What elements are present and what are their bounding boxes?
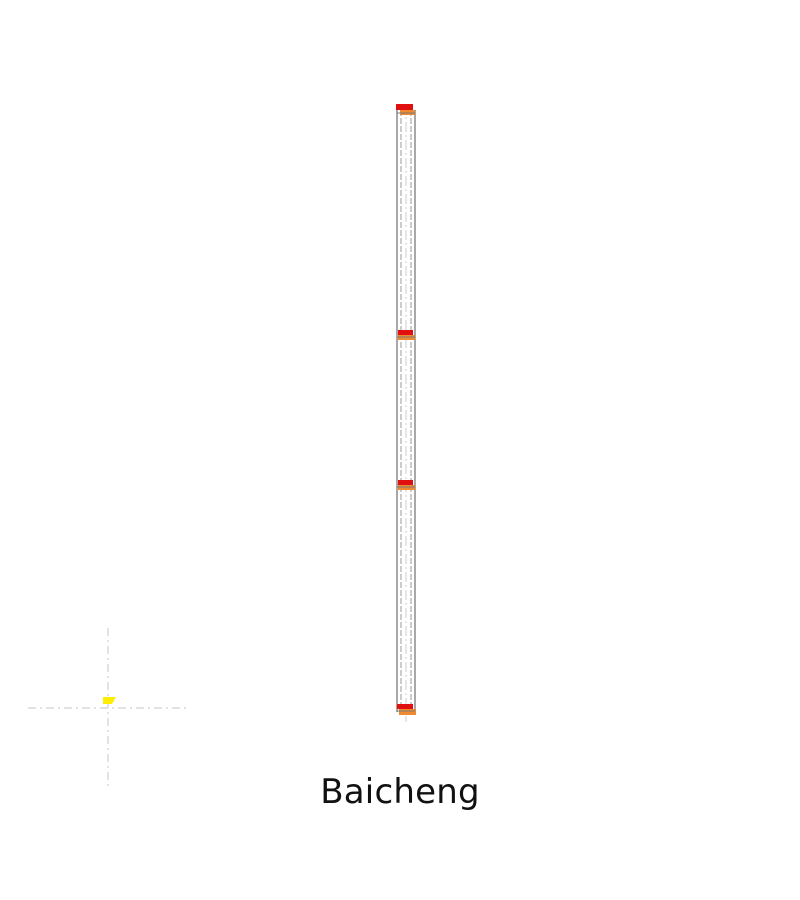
vertical-column: [396, 104, 416, 722]
origin-crosshair: [28, 628, 188, 788]
column-node: [397, 330, 415, 340]
node-red-marker: [398, 330, 413, 335]
diagram-caption: Baicheng: [320, 772, 480, 812]
column-node: [397, 704, 416, 715]
node-orange-marker: [399, 709, 416, 715]
column-node: [397, 480, 415, 490]
node-red-marker: [397, 704, 413, 709]
node-red-marker: [396, 104, 413, 110]
column-node: [396, 104, 415, 115]
node-red-marker: [398, 480, 413, 485]
yellow-flag-icon: [103, 697, 116, 704]
